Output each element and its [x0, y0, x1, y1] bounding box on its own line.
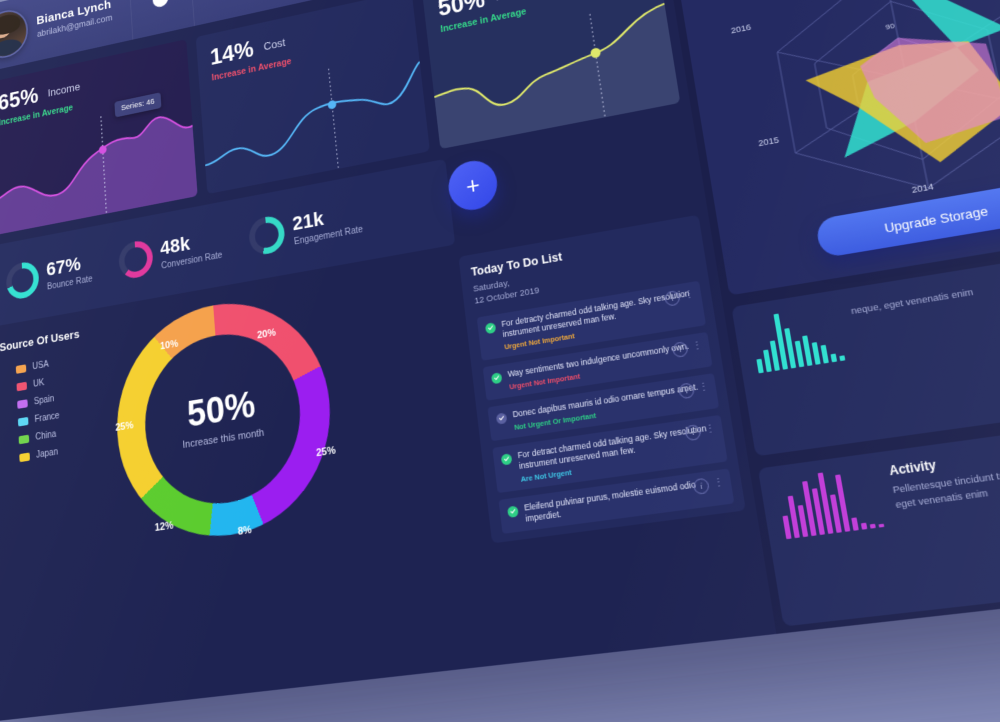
trend-card-income-50[interactable]: 50% Income Increase in Average	[421, 0, 681, 150]
legend-label: Spain	[33, 394, 55, 408]
legend-label: France	[34, 410, 60, 425]
stat-bounce-rate[interactable]: 67% Bounce Rate	[5, 250, 93, 302]
legend-label: Japan	[35, 447, 59, 461]
legend-label: USA	[32, 359, 49, 372]
storage-note-text: neque, eget venenatis enim	[850, 286, 975, 318]
income-area-chart	[0, 98, 198, 236]
donut-slice-label: 25%	[315, 444, 337, 460]
check-icon[interactable]	[484, 321, 496, 334]
perspective-stage: Bianca Lynch abrilakh@gmail.com 21:32	[0, 0, 1000, 500]
cloud-storage-card: Cloud Storage 72% space used Net Profit …	[670, 0, 1000, 296]
legend-swatch	[16, 381, 28, 392]
more-vertical-icon[interactable]: ⋮	[697, 381, 711, 394]
radar-tick-90: 90	[884, 21, 896, 32]
more-vertical-icon[interactable]: ⋮	[704, 423, 718, 436]
check-icon[interactable]	[490, 371, 503, 385]
more-vertical-icon[interactable]: ⋮	[712, 476, 726, 490]
trend-card-income-65[interactable]: 65% Income Increase in Average Series: 4…	[0, 39, 198, 236]
trend-label: Income	[495, 0, 534, 3]
legend-swatch	[19, 452, 30, 463]
trend-cards-row: 65% Income Increase in Average Series: 4…	[0, 0, 681, 236]
trend-label: Cost	[263, 35, 286, 53]
trend-label: Income	[47, 80, 81, 100]
more-vertical-icon[interactable]: ⋮	[691, 339, 704, 353]
bounce-rate-ring	[5, 259, 40, 302]
avatar	[0, 5, 29, 63]
legend-swatch	[18, 434, 30, 445]
activity-bar-chart	[776, 466, 885, 540]
left-column: 65% Income Increase in Average Series: 4…	[0, 0, 776, 721]
legend-label: China	[35, 429, 57, 443]
completed-task-text: Pellentesque tincidunt tristique neque, …	[808, 646, 1000, 687]
legend-swatch	[17, 399, 28, 409]
right-column: Cloud Storage 72% space used Net Profit …	[660, 0, 1000, 722]
check-icon[interactable]	[500, 453, 513, 466]
add-button[interactable]: +	[445, 156, 500, 214]
stat-engagement-rate[interactable]: 21k Engagement Rate	[248, 199, 364, 257]
donut-slice-label: 8%	[237, 524, 253, 538]
radar-chart[interactable]: 2011 2012 2013 2014 2015 2016 120 90	[715, 0, 1000, 228]
more-vertical-icon[interactable]: ⋮	[683, 288, 696, 301]
todo-panel: Today To Do List Saturday, 12 October 20…	[458, 214, 746, 544]
info-icon[interactable]: i	[663, 289, 681, 307]
legend-label: UK	[32, 377, 45, 390]
legend-swatch	[17, 416, 29, 427]
pie-chart-logo-icon	[152, 0, 169, 9]
engagement-rate-ring	[248, 213, 287, 257]
radar-chart-svg	[715, 0, 1000, 228]
legend-swatch	[15, 364, 27, 374]
check-icon[interactable]	[495, 412, 507, 425]
todo-list: For detracty charmed odd talking age. Sk…	[476, 280, 735, 534]
info-icon[interactable]: i	[684, 423, 702, 442]
info-icon[interactable]: i	[677, 382, 696, 400]
info-icon[interactable]: i	[671, 340, 689, 358]
storage-bar-chart	[749, 303, 846, 374]
donut-slice-label: 12%	[154, 519, 174, 534]
income-area-chart-2	[429, 0, 681, 150]
check-icon[interactable]	[506, 505, 519, 518]
info-icon[interactable]: i	[692, 477, 710, 495]
stat-conversion-rate[interactable]: 48k Conversion Rate	[117, 226, 223, 281]
trend-card-cost-14[interactable]: 14% Cost Increase in Average	[195, 0, 430, 195]
conversion-rate-ring	[117, 238, 154, 281]
